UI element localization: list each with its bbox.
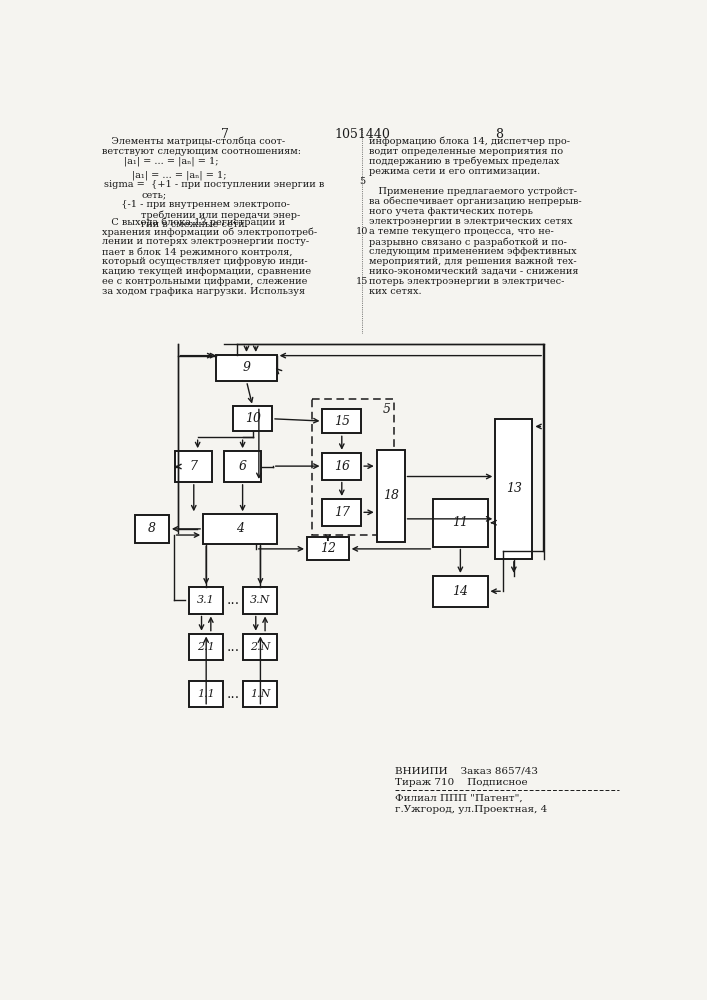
FancyBboxPatch shape <box>322 499 361 526</box>
FancyBboxPatch shape <box>189 634 223 660</box>
Text: режима сети и его оптимизации.: режима сети и его оптимизации. <box>369 167 540 176</box>
Text: 18: 18 <box>382 489 399 502</box>
Text: 2.1: 2.1 <box>197 642 215 652</box>
Text: 2.N: 2.N <box>250 642 271 652</box>
Text: ...: ... <box>227 593 240 607</box>
Text: |a₁| = ... = |aₙ| = 1;: |a₁| = ... = |aₙ| = 1; <box>103 157 219 166</box>
Text: 15: 15 <box>334 415 350 428</box>
FancyBboxPatch shape <box>224 451 261 482</box>
Text: пает в блок 14 режимного контроля,: пает в блок 14 режимного контроля, <box>103 247 293 257</box>
Text: |a₁| = ... = |aₙ| = 1;: |a₁| = ... = |aₙ| = 1; <box>110 170 226 180</box>
FancyBboxPatch shape <box>322 409 361 433</box>
FancyBboxPatch shape <box>433 499 488 547</box>
Text: ветствуют следующим соотношениям:: ветствуют следующим соотношениям: <box>103 147 301 156</box>
Text: гии в смежные сети.: гии в смежные сети. <box>141 220 248 229</box>
Text: а темпе текущего процесса, что не-: а темпе текущего процесса, что не- <box>369 227 554 236</box>
Text: 6: 6 <box>238 460 247 473</box>
Text: водит определенные мероприятия по: водит определенные мероприятия по <box>369 147 563 156</box>
Text: Филиал ППП "Патент",: Филиал ППП "Патент", <box>395 794 522 803</box>
FancyBboxPatch shape <box>307 537 349 560</box>
Text: лении и потерях электроэнергии посту-: лении и потерях электроэнергии посту- <box>103 237 310 246</box>
Text: Элементы матрицы-столбца соот-: Элементы матрицы-столбца соот- <box>103 137 286 146</box>
Text: мероприятий, для решения важной тех-: мероприятий, для решения важной тех- <box>369 257 576 266</box>
Text: ...: ... <box>227 687 240 701</box>
Text: 16: 16 <box>334 460 350 473</box>
Text: ...: ... <box>227 640 240 654</box>
Text: нико-экономический задачи - снижения: нико-экономический задачи - снижения <box>369 267 578 276</box>
Text: г.Ужгород, ул.Проектная, 4: г.Ужгород, ул.Проектная, 4 <box>395 805 547 814</box>
Text: ВНИИПИ    Заказ 8657/43: ВНИИПИ Заказ 8657/43 <box>395 767 537 776</box>
Text: 9: 9 <box>243 361 250 374</box>
Text: ва обеспечивает организацию непрерыв-: ва обеспечивает организацию непрерыв- <box>369 197 582 207</box>
Text: ее с контрольными цифрами, слежение: ее с контрольными цифрами, слежение <box>103 277 308 286</box>
Text: за ходом графика нагрузки. Используя: за ходом графика нагрузки. Используя <box>103 287 305 296</box>
Text: Тираж 710    Подписное: Тираж 710 Подписное <box>395 778 527 787</box>
Text: 13: 13 <box>506 482 522 495</box>
Text: 4: 4 <box>236 522 245 535</box>
Text: ного учета фактических потерь: ного учета фактических потерь <box>369 207 533 216</box>
Text: 11: 11 <box>452 516 468 529</box>
Text: 7: 7 <box>189 460 198 473</box>
Text: хранения информации об электропотреб-: хранения информации об электропотреб- <box>103 227 317 237</box>
FancyBboxPatch shape <box>433 576 488 607</box>
FancyBboxPatch shape <box>203 514 277 544</box>
Text: поддержанию в требуемых пределах: поддержанию в требуемых пределах <box>369 157 559 166</box>
FancyBboxPatch shape <box>189 681 223 707</box>
Text: Применение предлагаемого устройст-: Применение предлагаемого устройст- <box>369 187 577 196</box>
FancyBboxPatch shape <box>243 587 277 614</box>
Text: разрывно связано с разработкой и по-: разрывно связано с разработкой и по- <box>369 237 567 247</box>
Text: 8: 8 <box>148 522 156 535</box>
FancyBboxPatch shape <box>377 450 404 542</box>
FancyBboxPatch shape <box>135 515 169 543</box>
Text: следующим применением эффективных: следующим применением эффективных <box>369 247 576 256</box>
Text: 10: 10 <box>245 412 261 425</box>
Text: 14: 14 <box>452 585 468 598</box>
FancyBboxPatch shape <box>233 406 272 431</box>
Text: ких сетях.: ких сетях. <box>369 287 421 296</box>
FancyBboxPatch shape <box>495 419 532 559</box>
Text: треблении или передачи энер-: треблении или передачи энер- <box>141 210 300 220</box>
Text: 1051440: 1051440 <box>334 128 390 141</box>
Text: sigma =  {+1 - при поступлении энергии в: sigma = {+1 - при поступлении энергии в <box>104 180 324 189</box>
Text: 5: 5 <box>382 403 391 416</box>
Text: электроэнергии в электрических сетях: электроэнергии в электрических сетях <box>369 217 573 226</box>
FancyBboxPatch shape <box>216 355 276 381</box>
FancyBboxPatch shape <box>322 453 361 480</box>
Text: кацию текущей информации, сравнение: кацию текущей информации, сравнение <box>103 267 312 276</box>
Text: который осуществляет цифровую инди-: который осуществляет цифровую инди- <box>103 257 308 266</box>
Text: 7: 7 <box>221 128 229 141</box>
Text: 12: 12 <box>320 542 336 555</box>
Text: сеть;: сеть; <box>141 190 166 199</box>
FancyBboxPatch shape <box>189 587 223 614</box>
Text: {-1 - при внутреннем электропо-: {-1 - при внутреннем электропо- <box>115 200 290 209</box>
Text: 17: 17 <box>334 506 350 519</box>
FancyBboxPatch shape <box>243 634 277 660</box>
Text: 3.1: 3.1 <box>197 595 215 605</box>
FancyBboxPatch shape <box>175 451 212 482</box>
Text: 1.N: 1.N <box>250 689 271 699</box>
Text: С выхода блока 13 регистрации и: С выхода блока 13 регистрации и <box>103 217 286 227</box>
Text: 15: 15 <box>356 277 368 286</box>
Text: 10: 10 <box>356 227 368 236</box>
Text: потерь электроэнергии в электричес-: потерь электроэнергии в электричес- <box>369 277 564 286</box>
Text: 5: 5 <box>359 177 365 186</box>
Text: 8: 8 <box>496 128 503 141</box>
FancyBboxPatch shape <box>243 681 277 707</box>
Text: 3.N: 3.N <box>250 595 271 605</box>
Text: информацию блока 14, диспетчер про-: информацию блока 14, диспетчер про- <box>369 137 570 146</box>
Text: 1.1: 1.1 <box>197 689 215 699</box>
